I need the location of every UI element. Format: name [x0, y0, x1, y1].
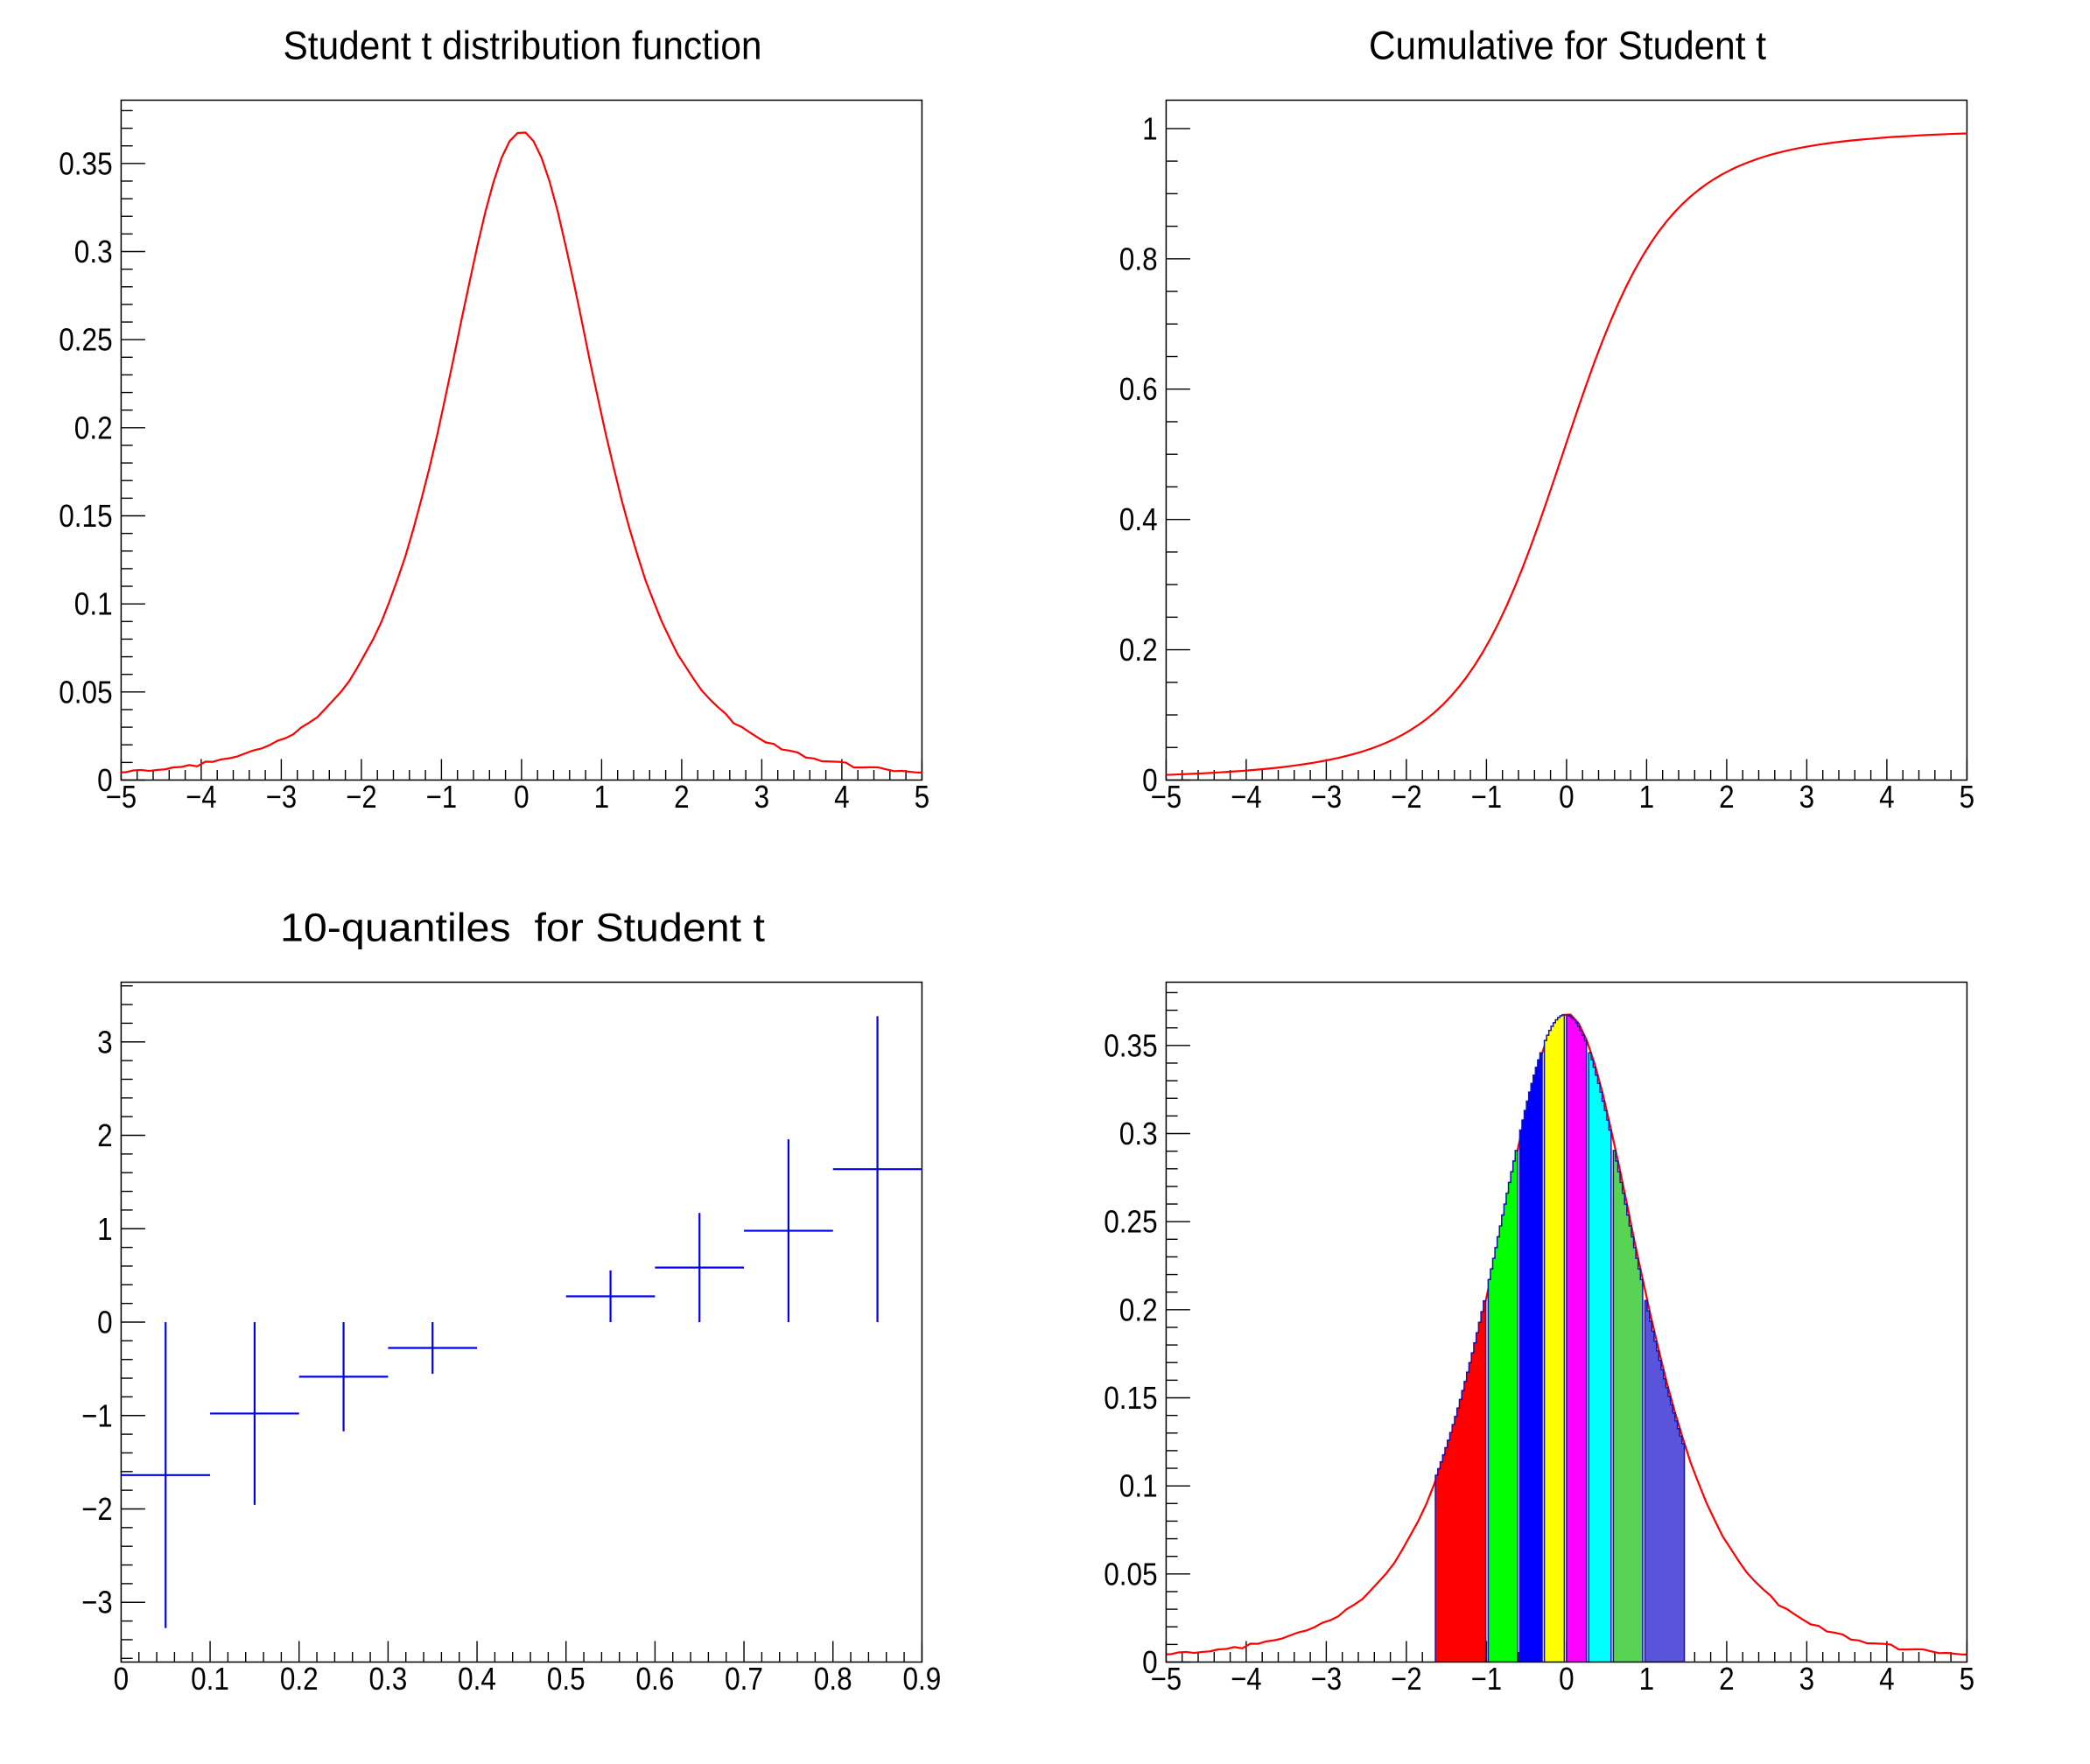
svg-text:−4: −4	[1231, 1661, 1261, 1697]
svg-text:0.35: 0.35	[59, 145, 112, 181]
svg-text:0.25: 0.25	[59, 322, 112, 358]
svg-text:2: 2	[97, 1117, 113, 1153]
svg-text:0.4: 0.4	[1119, 501, 1158, 537]
svg-text:0.3: 0.3	[1119, 1116, 1158, 1152]
svg-text:0.3: 0.3	[369, 1661, 408, 1697]
svg-text:0: 0	[514, 779, 530, 815]
svg-text:2: 2	[674, 779, 690, 815]
svg-text:0.3: 0.3	[74, 234, 113, 270]
svg-text:2: 2	[1719, 779, 1735, 815]
svg-text:0.1: 0.1	[74, 586, 113, 622]
svg-text:3: 3	[1799, 1661, 1815, 1697]
svg-text:−5: −5	[106, 779, 137, 815]
svg-text:0: 0	[114, 1661, 130, 1697]
svg-text:0.35: 0.35	[1104, 1027, 1157, 1063]
svg-text:0.05: 0.05	[1104, 1556, 1157, 1592]
svg-text:10-quantiles for Student t: 10-quantiles for Student t	[280, 906, 766, 950]
svg-text:0.2: 0.2	[280, 1661, 319, 1697]
svg-text:1: 1	[594, 779, 610, 815]
svg-text:−3: −3	[1311, 779, 1342, 815]
svg-text:0.8: 0.8	[1119, 241, 1158, 276]
svg-text:−1: −1	[81, 1397, 112, 1433]
svg-text:0: 0	[97, 1305, 113, 1340]
svg-text:−2: −2	[346, 779, 376, 815]
svg-text:1: 1	[1142, 110, 1158, 146]
svg-text:0.15: 0.15	[59, 498, 112, 534]
svg-text:0: 0	[1142, 762, 1158, 798]
svg-text:0: 0	[1142, 1644, 1158, 1680]
svg-text:0.8: 0.8	[814, 1661, 852, 1697]
svg-text:0.5: 0.5	[547, 1661, 586, 1697]
svg-text:1: 1	[1639, 1661, 1655, 1697]
svg-text:4: 4	[834, 779, 850, 815]
svg-text:5: 5	[915, 779, 930, 815]
svg-text:0.2: 0.2	[1119, 1292, 1158, 1327]
svg-text:0.25: 0.25	[1104, 1204, 1157, 1240]
svg-text:5: 5	[1960, 779, 1975, 815]
svg-text:−1: −1	[1471, 1661, 1502, 1697]
svg-text:0.2: 0.2	[74, 410, 113, 445]
svg-text:0.7: 0.7	[725, 1661, 763, 1697]
svg-text:−4: −4	[1231, 779, 1261, 815]
svg-text:0.1: 0.1	[1119, 1468, 1158, 1504]
svg-text:−4: −4	[186, 779, 216, 815]
svg-text:Student t distribution functio: Student t distribution function	[284, 24, 762, 68]
svg-text:1: 1	[97, 1211, 113, 1247]
svg-text:−2: −2	[1391, 779, 1421, 815]
svg-text:0: 0	[1559, 779, 1575, 815]
svg-text:2: 2	[1719, 1661, 1735, 1697]
svg-text:0.6: 0.6	[636, 1661, 675, 1697]
svg-text:−2: −2	[81, 1491, 112, 1527]
svg-text:0.15: 0.15	[1104, 1380, 1157, 1416]
svg-text:3: 3	[97, 1024, 113, 1060]
svg-text:−5: −5	[1151, 1661, 1182, 1697]
svg-text:−3: −3	[81, 1585, 112, 1620]
svg-text:4: 4	[1879, 1661, 1895, 1697]
svg-text:0.1: 0.1	[191, 1661, 229, 1697]
svg-text:5: 5	[1960, 1661, 1975, 1697]
svg-text:0.2: 0.2	[1119, 632, 1158, 668]
svg-text:1: 1	[1639, 779, 1655, 815]
svg-text:−1: −1	[1471, 779, 1502, 815]
svg-text:0.4: 0.4	[458, 1661, 496, 1697]
svg-text:−3: −3	[1311, 1661, 1342, 1697]
svg-text:Cumulative for Student t: Cumulative for Student t	[1369, 24, 1766, 68]
svg-text:0.9: 0.9	[903, 1661, 942, 1697]
svg-text:0.05: 0.05	[59, 674, 112, 710]
svg-text:−2: −2	[1391, 1661, 1421, 1697]
svg-text:0.6: 0.6	[1119, 371, 1158, 407]
svg-text:−5: −5	[1151, 779, 1182, 815]
svg-text:4: 4	[1879, 779, 1895, 815]
svg-text:−3: −3	[266, 779, 297, 815]
svg-text:3: 3	[754, 779, 770, 815]
svg-text:0: 0	[1559, 1661, 1575, 1697]
svg-text:0: 0	[97, 762, 113, 798]
svg-text:−1: −1	[426, 779, 457, 815]
svg-text:3: 3	[1799, 779, 1815, 815]
